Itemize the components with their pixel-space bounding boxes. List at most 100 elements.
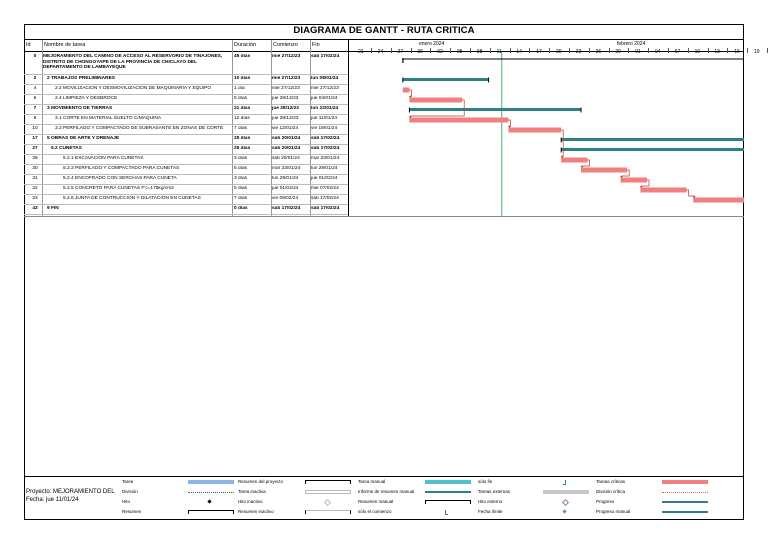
legend-label: Progreso <box>596 499 615 504</box>
task-name: 5.2.5 CONCRETO PARA CUNETAS F'c=175kg/cm… <box>63 186 174 191</box>
task-start: sáb 20/01/24 <box>272 156 300 161</box>
task-name: 3.3 PERFILADO Y COMPACTADO DE SUBRASANTE… <box>55 126 224 131</box>
legend-label: Tareas críticas <box>596 479 626 484</box>
day-tick-label: 21 <box>358 49 364 55</box>
day-tick-label: 05 <box>457 49 463 55</box>
task-row[interactable]: 4 2.2 MOVILIZACION Y DESMOVILIZACION DE M… <box>24 85 348 95</box>
tick-separator <box>529 48 531 53</box>
chart-title: DIAGRAMA DE GANTT - RUTA CRITICA <box>293 25 475 36</box>
task-row[interactable]: 43 9 FIN 0 días sáb 17/02/24 sáb 17/02/24 <box>24 205 348 215</box>
table-bottom-line <box>24 216 744 217</box>
task-id: 43 <box>32 206 38 211</box>
legend-label: Resumen manual <box>358 499 394 504</box>
legend-label: Informe de resumen manual <box>358 489 415 494</box>
critical-task-bar <box>693 197 744 203</box>
legend-label: División <box>122 489 138 494</box>
task-row[interactable]: 10 3.3 PERFILADO Y COMPACTADO DE SUBRASAN… <box>24 125 348 135</box>
dependency-link <box>561 129 564 157</box>
legend <box>24 476 744 521</box>
day-tick-label: 01 <box>635 49 641 55</box>
tick-separator <box>569 48 570 53</box>
dependency-link <box>508 119 511 127</box>
col-sep <box>348 40 349 216</box>
task-duration: 3 días <box>234 156 248 161</box>
task-finish: sáb 17/02/24 <box>311 136 340 141</box>
tick-separator <box>371 48 372 53</box>
tick-separator <box>470 48 471 53</box>
title-divider <box>24 39 744 40</box>
task-duration: 0 días <box>234 206 248 211</box>
col-header-start: Comienzo <box>273 42 298 48</box>
col-header-duration: Duración <box>234 42 257 48</box>
tick-separator <box>390 48 392 53</box>
task-start: sáb 20/01/24 <box>272 146 301 151</box>
summary-cap <box>560 147 562 153</box>
day-tick-label: 04 <box>655 49 661 55</box>
day-tick-label: 10 <box>694 49 701 55</box>
day-tick-label: 08 <box>476 49 483 55</box>
task-name: 5.2 CUNETAS <box>51 146 82 151</box>
task-id: 28 <box>32 156 38 161</box>
dependency-arrowhead <box>560 156 564 158</box>
task-row[interactable]: 2 2 TRABAJOS PRELIMINARES 10 días mié 27/12… <box>24 75 348 85</box>
task-row[interactable]: 0 MEJORAMIENTO DEL CAMINO DE ACCESO AL RE… <box>24 53 348 75</box>
task-row[interactable]: 17 5 OBRAS DE ARTE Y DRENAJE 25 días sáb 20… <box>24 135 348 145</box>
task-id: 2 <box>33 76 37 81</box>
task-start: mar 23/01/24 <box>272 166 301 171</box>
dependency-arrowhead <box>620 176 624 178</box>
task-row[interactable]: 31 5.2.4 ENCOFRADO CON SERCHAS PARA CUNET… <box>24 175 348 185</box>
project-summary-cap <box>402 58 404 63</box>
task-row[interactable]: 7 3 MOVIMIENTO DE TIERRAS 21 días jue 28/12… <box>24 105 348 115</box>
summary-bar <box>402 78 489 81</box>
task-id: 33 <box>32 196 38 201</box>
task-row[interactable]: 33 5.2.6 JUNTA DE CONTRUCCION Y DILATACIO… <box>24 195 348 205</box>
task-finish: vie 19/01/24 <box>311 126 338 131</box>
task-id: 6 <box>33 96 37 101</box>
col-sep <box>271 40 272 216</box>
project-info: Proyecto: MEJORAMIENTO DEL Fecha: jue 11… <box>26 488 115 504</box>
legend-symbol <box>305 480 351 484</box>
task-id: 8 <box>33 116 37 121</box>
tick-separator <box>410 48 412 53</box>
legend-symbol <box>188 492 234 493</box>
legend-symbol <box>425 500 471 504</box>
task-id: 27 <box>32 146 38 151</box>
legend-symbol <box>662 492 708 493</box>
task-duration: 7 días <box>234 126 248 131</box>
tick-separator <box>489 48 491 53</box>
task-name: 2 TRABAJOS PRELIMINARES <box>47 76 115 81</box>
day-tick-label: 30 <box>417 49 423 55</box>
critical-task-bar <box>561 157 588 163</box>
critical-task-bar <box>402 87 410 93</box>
critical-task-bar <box>409 117 509 123</box>
day-tick-label: 14 <box>516 49 522 55</box>
task-row[interactable]: 28 5.2.1 EXCAVACION PARA CUNETAS 3 días sáb… <box>24 155 348 165</box>
task-row[interactable]: 6 2.4 LIMPIEZA Y DESBROCE 5 días jue 28/12/… <box>24 95 348 105</box>
tick-separator <box>648 48 650 53</box>
task-start: jue 01/02/24 <box>272 186 299 191</box>
legend-label: Progreso manual <box>596 509 631 514</box>
task-duration: 5 días <box>234 186 248 191</box>
dependency-arrowhead <box>580 166 584 168</box>
task-duration: 12 días <box>234 116 250 121</box>
task-name: 2.2 MOVILIZACION Y DESMOVILIZACION DE MA… <box>55 86 212 91</box>
task-id: 17 <box>32 136 38 141</box>
task-finish: sáb 17/02/24 <box>311 146 340 151</box>
col-sep <box>232 40 233 216</box>
project-date: Fecha: jue 11/01/24 <box>26 497 79 503</box>
task-name: 5.2.3 PERFILADO Y COMPACTADO PARA CUNETA… <box>63 166 180 171</box>
day-tick-label: 24 <box>377 49 384 55</box>
task-row[interactable]: 30 5.2.3 PERFILADO Y COMPACTADO PARA CUNE… <box>24 165 348 175</box>
task-name: 3.1 CORTE EN MATERIAL SUELTO C/MAQUINA <box>55 116 162 121</box>
task-row[interactable]: 27 5.2 CUNETAS 25 días sáb 20/01/24 sáb 17/0… <box>24 145 348 155</box>
task-name: 5.2.6 JUNTA DE CONTRUCCION Y DILATACION … <box>63 196 201 201</box>
task-duration: 7 días <box>234 196 248 201</box>
day-tick-label: 20 <box>556 49 562 55</box>
dependency-arrowhead <box>507 126 511 128</box>
task-id: 7 <box>33 106 37 111</box>
task-duration: 25 días <box>234 146 251 151</box>
task-row[interactable]: 8 3.1 CORTE EN MATERIAL SUELTO C/MAQUINA 1… <box>24 115 348 125</box>
legend-label: Tarea <box>122 479 134 484</box>
col-sep <box>42 40 43 216</box>
task-row[interactable]: 32 5.2.5 CONCRETO PARA CUNETAS F'c=175kg/… <box>24 185 348 195</box>
